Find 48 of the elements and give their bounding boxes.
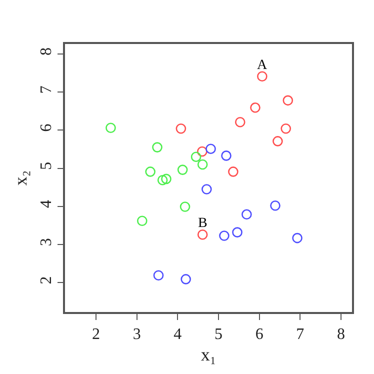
point	[157, 174, 168, 186]
x-tick-label: 4	[174, 326, 182, 343]
point	[232, 227, 242, 238]
point	[190, 152, 202, 162]
x-tick-label: 8	[336, 326, 345, 343]
y-tick-label: 5	[38, 162, 55, 170]
y-tick-label: 2	[38, 276, 55, 284]
point	[202, 184, 212, 194]
point	[180, 274, 191, 284]
point	[137, 216, 148, 226]
point	[250, 102, 260, 113]
x-axis-title: x₁	[200, 344, 216, 365]
point	[153, 270, 164, 281]
y-tick-label: 7	[38, 86, 55, 94]
x-tick-label: 7	[296, 326, 304, 343]
x-tick-label: 6	[255, 326, 264, 343]
x-tick-label: 5	[214, 326, 222, 343]
y-tick-label: 4	[38, 200, 55, 208]
point	[280, 123, 292, 134]
point	[197, 229, 208, 240]
point	[152, 142, 162, 152]
point	[197, 146, 208, 157]
point	[206, 144, 216, 154]
point	[272, 136, 283, 146]
point	[180, 202, 190, 212]
point	[234, 117, 246, 128]
point	[270, 200, 280, 211]
annotation: A	[257, 58, 268, 73]
point	[282, 95, 294, 106]
point	[106, 122, 116, 134]
y-tick-label: 8	[38, 48, 55, 56]
point	[257, 71, 268, 82]
y-tick-label: 6	[38, 124, 55, 132]
x-tick-label: 2	[92, 326, 100, 343]
point	[221, 150, 232, 161]
annotation: B	[198, 216, 208, 231]
y-axis-title: x₂	[10, 170, 31, 186]
point	[197, 159, 208, 170]
point	[177, 164, 188, 175]
point	[292, 232, 302, 244]
point	[242, 209, 252, 220]
point	[176, 123, 186, 134]
y-tick-label: 3	[38, 238, 55, 246]
point	[219, 230, 230, 241]
x-tick-label: 3	[132, 326, 141, 343]
point	[228, 166, 238, 177]
point	[145, 166, 156, 177]
point	[161, 174, 172, 184]
